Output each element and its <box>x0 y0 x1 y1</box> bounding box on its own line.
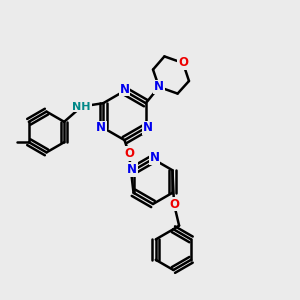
Text: O: O <box>124 147 134 160</box>
Text: O: O <box>169 197 179 211</box>
Text: N: N <box>96 121 106 134</box>
Text: N: N <box>149 151 160 164</box>
Text: O: O <box>178 56 188 70</box>
Text: N: N <box>119 82 130 96</box>
Text: NH: NH <box>72 101 91 112</box>
Text: N: N <box>143 121 153 134</box>
Text: N: N <box>154 80 164 94</box>
Text: N: N <box>127 163 137 176</box>
